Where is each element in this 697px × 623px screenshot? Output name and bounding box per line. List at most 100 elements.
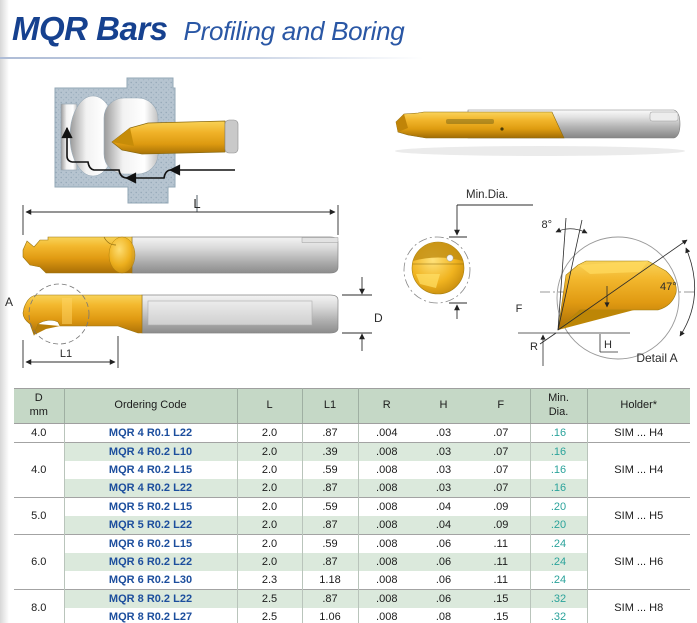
cell-min-dia: .16 xyxy=(530,479,588,498)
cell-ordering-code: MQR 8 R0.2 L22 xyxy=(64,589,238,608)
cell-l1: .87 xyxy=(302,553,359,571)
cell-holder: SIM ... H6 xyxy=(587,534,690,590)
page-title: MQR Bars xyxy=(12,10,168,47)
cell-min-dia: .24 xyxy=(530,571,588,590)
dim-label-f: F xyxy=(516,303,523,315)
cell-l1: .59 xyxy=(302,534,359,553)
cell-min-dia: .20 xyxy=(530,516,588,535)
cell-h: .04 xyxy=(415,497,472,516)
cell-d: 4.0 xyxy=(14,442,65,498)
page-header: MQR Bars Profiling and Boring xyxy=(12,10,405,48)
cell-d: 4.0 xyxy=(14,423,65,443)
cell-ordering-code: MQR 4 R0.2 L22 xyxy=(64,479,238,498)
col-header-min-dia: Min. Dia. xyxy=(530,388,588,424)
bar-side-view-lower xyxy=(22,283,339,345)
cell-r: .008 xyxy=(358,534,415,553)
cell-r: .008 xyxy=(358,589,415,608)
boring-bar xyxy=(111,120,226,155)
cell-r: .008 xyxy=(376,574,398,586)
min-dia-end-view xyxy=(403,236,471,304)
cell-ordering-code: MQR 6 R0.2 L15 xyxy=(64,534,238,553)
cell-l1: .87 xyxy=(302,516,359,535)
dim-label-h: H xyxy=(604,339,612,351)
cell-l: 2.3 xyxy=(237,571,303,590)
cell-r: .008 xyxy=(358,497,415,516)
cell-l1: .87 xyxy=(302,479,359,498)
cell-holder: SIM ... H4 xyxy=(587,423,690,443)
cell-l1: 1.18 xyxy=(302,571,359,590)
cell-h: .08 xyxy=(435,611,452,623)
col-header-holder: Holder* xyxy=(587,388,690,424)
cell-l: 2.5 xyxy=(237,608,303,623)
col-header-h: H xyxy=(415,388,472,424)
cell-d: 8.0 xyxy=(14,589,65,623)
cell-f: .07 xyxy=(472,442,531,461)
table-row: MQR 4 R0.2 L22 2.0.87.008.03.07.16 xyxy=(14,479,690,498)
cell-r: .008 xyxy=(376,464,398,476)
table-row: MQR 6 R0.2 L30 2.3 1.18 .008 .06 .11.24 xyxy=(14,571,690,590)
cell-min-dia: .32 xyxy=(530,608,588,623)
cell-r: .008 xyxy=(358,516,415,535)
table-row: MQR 4 R0.2 L15 2.0.59 .008 .03 .07.16 xyxy=(14,461,690,479)
page-subtitle: Profiling and Boring xyxy=(183,16,405,46)
cell-f: .09 xyxy=(472,497,531,516)
cell-h: .06 xyxy=(415,589,472,608)
cell-ordering-code: MQR 6 R0.2 L30 xyxy=(64,571,238,590)
bar-photo xyxy=(395,109,685,156)
table-row: MQR 6 R0.2 L22 2.0.87.008.06.11.24 xyxy=(14,553,690,571)
cell-r: .008 xyxy=(358,553,415,571)
cell-ordering-code: MQR 4 R0.2 L10 xyxy=(64,442,238,461)
cell-l1: .59 xyxy=(302,497,359,516)
cell-h: .04 xyxy=(415,516,472,535)
cell-h: .03 xyxy=(415,423,472,443)
cell-min-dia: .24 xyxy=(530,553,588,571)
cell-l: 2.5 xyxy=(237,589,303,608)
cell-ordering-code: MQR 5 R0.2 L15 xyxy=(64,497,238,516)
cell-h: .03 xyxy=(435,464,452,476)
cell-h: .03 xyxy=(415,479,472,498)
cell-l1: .39 xyxy=(302,442,359,461)
table-row: 6.0 MQR 6 R0.2 L15 2.0.59.008.06.11.24 SIM … xyxy=(14,534,690,590)
table-row: MQR 8 R0.2 L27 2.5 1.06 .008 .08 .15.32 xyxy=(14,608,690,623)
col-header-f: F xyxy=(472,388,531,424)
cell-f: .11 xyxy=(472,553,531,571)
dim-label-l: L xyxy=(193,196,200,211)
cell-f: .07 xyxy=(472,461,531,479)
cell-holder: SIM ... H5 xyxy=(587,497,690,535)
dim-label-l1: L1 xyxy=(60,348,72,360)
dim-label-r: R xyxy=(530,341,538,353)
cell-l: 2.0 xyxy=(237,553,303,571)
cell-h: .06 xyxy=(435,574,452,586)
cell-holder: SIM ... H8 xyxy=(587,589,690,623)
spec-table-body: 4.0 MQR 4 R0.1 L22 2.0.87.004.03.07.16 SIM … xyxy=(14,423,690,623)
cell-ordering-code: MQR 6 R0.2 L22 xyxy=(64,553,238,571)
detail-a-label: Detail A xyxy=(636,351,677,365)
table-header-row: D mm Ordering Code L L1 R H F Min. Dia. … xyxy=(14,388,690,424)
cell-d: 5.0 xyxy=(14,497,65,535)
cell-h: .06 xyxy=(415,553,472,571)
cell-l: 2.0 xyxy=(237,497,303,516)
dim-label-a: A xyxy=(5,295,13,309)
cell-l1: 1.06 xyxy=(302,608,359,623)
table-row: 5.0 MQR 5 R0.2 L15 2.0.59.008.04.09.20 SIM … xyxy=(14,497,690,535)
cell-d: 6.0 xyxy=(14,534,65,590)
cell-l1: .87 xyxy=(302,589,359,608)
cell-f: .15 xyxy=(472,589,531,608)
cell-holder: SIM ... H4 xyxy=(587,442,690,498)
cell-ordering-code: MQR 4 R0.1 L22 xyxy=(64,423,238,443)
cell-r: .004 xyxy=(358,423,415,443)
cell-f: .11 xyxy=(472,534,531,553)
cell-f: .09 xyxy=(472,516,531,535)
cell-ordering-code: MQR 8 R0.2 L27 xyxy=(64,608,238,623)
col-header-l1: L1 xyxy=(302,388,359,424)
table-row: 4.0 MQR 4 R0.2 L10 2.0.39.008.03.07.16 SIM … xyxy=(14,442,690,498)
cell-l: 2.0 xyxy=(237,442,303,461)
cell-min-dia: .16 xyxy=(530,423,588,443)
dimension-lines xyxy=(22,204,533,368)
cell-l: 2.0 xyxy=(237,423,303,443)
dim-label-8deg: 8° xyxy=(541,219,552,231)
cell-l: 2.0 xyxy=(237,461,303,479)
cell-r: .008 xyxy=(358,479,415,498)
bar-side-view-upper xyxy=(22,236,339,274)
